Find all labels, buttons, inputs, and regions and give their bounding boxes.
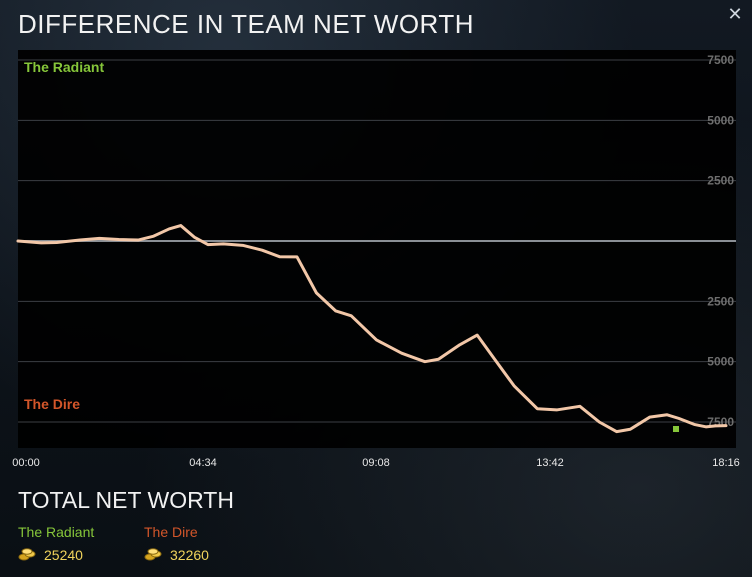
close-icon[interactable]: ✕ <box>727 4 743 24</box>
dire-team-name: The Dire <box>144 524 198 540</box>
total-net-worth-title: TOTAL NET WORTH <box>18 487 234 513</box>
y-tick-label: 2500 <box>707 174 734 188</box>
radiant-label: The Radiant <box>24 59 105 75</box>
x-tick-label: 18:16 <box>712 457 740 469</box>
dire-worth-value: 32260 <box>170 547 209 563</box>
current-marker <box>673 426 679 432</box>
page-title: DIFFERENCE IN TEAM NET WORTH <box>18 9 475 39</box>
radiant-worth: 25240 <box>18 547 83 563</box>
net-worth-line <box>16 224 728 434</box>
x-tick-label: 13:42 <box>536 457 564 469</box>
dire-label: The Dire <box>24 396 81 412</box>
gold-coin-icon <box>18 548 38 562</box>
x-tick-label: 09:08 <box>362 457 390 469</box>
x-axis: 00:00 04:34 09:08 13:42 18:16 <box>0 455 752 471</box>
chart-grid <box>18 59 736 423</box>
y-tick-label: 5000 <box>707 113 734 127</box>
y-tick-label: 7500 <box>707 53 734 67</box>
net-worth-chart: 7500 5000 2500 2500 5000 7500 The Radiant The… <box>16 50 736 448</box>
x-tick-label: 00:00 <box>12 457 40 469</box>
radiant-team-name: The Radiant <box>18 524 95 540</box>
y-tick-label: 2500 <box>707 294 734 308</box>
gold-coin-icon <box>144 548 164 562</box>
dire-worth: 32260 <box>144 547 209 563</box>
x-tick-label: 04:34 <box>189 457 217 469</box>
y-tick-label: 5000 <box>707 355 734 369</box>
radiant-worth-value: 25240 <box>44 547 83 563</box>
